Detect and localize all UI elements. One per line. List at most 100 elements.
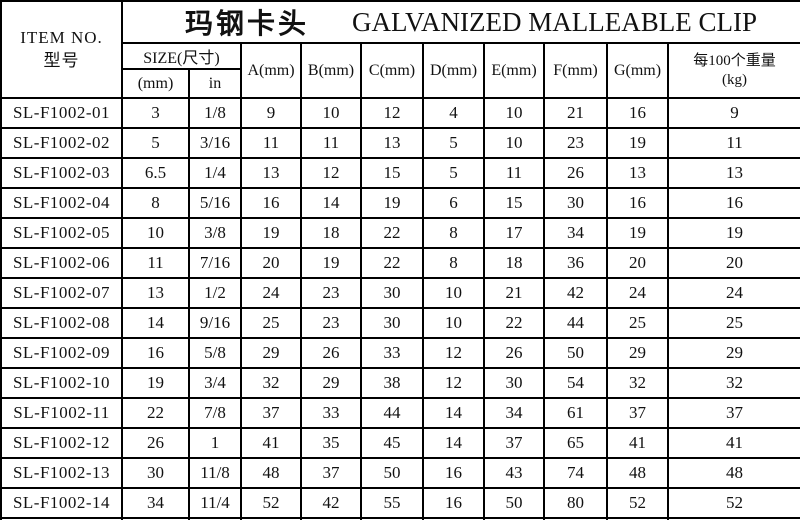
cell-size-mm: 34 (121, 487, 190, 519)
table-row: SL-F1002-01 3 1/8 9 10 12 4 10 21 16 9 (0, 97, 800, 129)
cell-item-no: SL-F1002-02 (0, 127, 123, 159)
size-sub-in: in (188, 68, 242, 99)
table-row: SL-F1002-13 30 11/8 48 37 50 16 43 74 48… (0, 457, 800, 489)
table-row: SL-F1002-04 8 5/16 16 14 19 6 15 30 16 1… (0, 187, 800, 219)
cell-a: 11 (240, 127, 302, 159)
cell-f: 44 (543, 307, 608, 339)
col-header-g: G(mm) (606, 42, 669, 99)
cell-f: 34 (543, 217, 608, 249)
cell-c: 22 (360, 217, 424, 249)
cell-size-in: 3/16 (188, 127, 242, 159)
page-title-english: GALVANIZED MALLEABLE CLIP (352, 6, 758, 37)
cell-f: 50 (543, 337, 608, 369)
cell-g: 19 (606, 217, 669, 249)
cell-a: 9 (240, 97, 302, 129)
cell-size-in: 7/8 (188, 397, 242, 429)
cell-item-no: SL-F1002-15 (0, 517, 123, 520)
cell-a: 58 (240, 517, 302, 520)
cell-item-no: SL-F1002-08 (0, 307, 123, 339)
cell-d: 6 (422, 187, 485, 219)
size-sub-mm: (mm) (121, 68, 190, 99)
cell-b: 23 (300, 277, 362, 309)
cell-g: 58 (606, 517, 669, 520)
cell-b: 23 (300, 307, 362, 339)
cell-size-mm: 26 (121, 427, 190, 459)
cell-size-in: 1/8 (188, 97, 242, 129)
cell-b: 18 (300, 217, 362, 249)
table-body: SL-F1002-01 3 1/8 9 10 12 4 10 21 16 9 S… (0, 97, 800, 520)
cell-weight-kg: 37 (666, 397, 800, 429)
cell-d: 16 (422, 517, 485, 520)
cell-b: 33 (300, 397, 362, 429)
cell-weight-kg: 16 (666, 187, 800, 219)
cell-g: 16 (606, 187, 669, 219)
page-title: 玛钢卡头 GALVANIZED MALLEABLE CLIP (120, 0, 800, 44)
cell-size-in: 3/4 (188, 367, 242, 399)
cell-weight-kg: 11 (666, 127, 800, 159)
col-header-d: D(mm) (422, 42, 485, 99)
cell-b: 19 (300, 247, 362, 279)
cell-e: 58 (483, 517, 545, 520)
cell-e: 11 (483, 157, 545, 189)
cell-a: 13 (240, 157, 302, 189)
cell-f: 54 (543, 367, 608, 399)
cell-c: 22 (360, 247, 424, 279)
cell-b: 35 (300, 427, 362, 459)
table-row: SL-F1002-06 11 7/16 20 19 22 8 18 36 20 … (0, 247, 800, 279)
cell-size-mm: 40 (121, 517, 190, 520)
cell-e: 43 (483, 457, 545, 489)
cell-item-no: SL-F1002-13 (0, 457, 123, 489)
cell-item-no: SL-F1002-14 (0, 487, 123, 519)
cell-a: 25 (240, 307, 302, 339)
cell-size-in: 1 (188, 427, 242, 459)
cell-weight-kg: 24 (666, 277, 800, 309)
cell-d: 12 (422, 337, 485, 369)
cell-weight-kg: 32 (666, 367, 800, 399)
cell-a: 37 (240, 397, 302, 429)
cell-e: 50 (483, 487, 545, 519)
cell-f: 65 (543, 427, 608, 459)
cell-g: 37 (606, 397, 669, 429)
cell-e: 34 (483, 397, 545, 429)
cell-d: 16 (422, 457, 485, 489)
cell-c: 38 (360, 367, 424, 399)
table-row: SL-F1002-12 26 1 41 35 45 14 37 65 41 41 (0, 427, 800, 459)
cell-a: 48 (240, 457, 302, 489)
cell-weight-kg: 19 (666, 217, 800, 249)
cell-item-no: SL-F1002-09 (0, 337, 123, 369)
cell-size-mm: 5 (121, 127, 190, 159)
cell-c: 60 (360, 517, 424, 520)
cell-g: 19 (606, 127, 669, 159)
cell-b: 37 (300, 457, 362, 489)
cell-item-no: SL-F1002-03 (0, 157, 123, 189)
table-row: SL-F1002-09 16 5/8 29 26 33 12 26 50 29 … (0, 337, 800, 369)
cell-b: 11 (300, 127, 362, 159)
cell-size-in: 11/8 (188, 457, 242, 489)
cell-c: 15 (360, 157, 424, 189)
cell-e: 17 (483, 217, 545, 249)
cell-d: 14 (422, 397, 485, 429)
cell-b: 14 (300, 187, 362, 219)
cell-d: 14 (422, 427, 485, 459)
page-title-chinese: 玛钢卡头 (185, 9, 310, 40)
cell-e: 10 (483, 97, 545, 129)
cell-size-mm: 19 (121, 367, 190, 399)
cell-c: 55 (360, 487, 424, 519)
cell-f: 21 (543, 97, 608, 129)
cell-e: 22 (483, 307, 545, 339)
cell-d: 5 (422, 157, 485, 189)
cell-size-mm: 10 (121, 217, 190, 249)
cell-c: 13 (360, 127, 424, 159)
size-header: SIZE(尺寸) (121, 42, 242, 70)
cell-size-in: 9/16 (188, 307, 242, 339)
cell-size-mm: 8 (121, 187, 190, 219)
table-row: SL-F1002-11 22 7/8 37 33 44 14 34 61 37 … (0, 397, 800, 429)
cell-d: 8 (422, 217, 485, 249)
cell-size-in: 3/8 (188, 217, 242, 249)
column-header-row: SIZE(尺寸) A(mm) B(mm) C(mm) D(mm) E(mm) F… (1, 42, 800, 99)
cell-e: 21 (483, 277, 545, 309)
cell-c: 12 (360, 97, 424, 129)
cell-g: 24 (606, 277, 669, 309)
